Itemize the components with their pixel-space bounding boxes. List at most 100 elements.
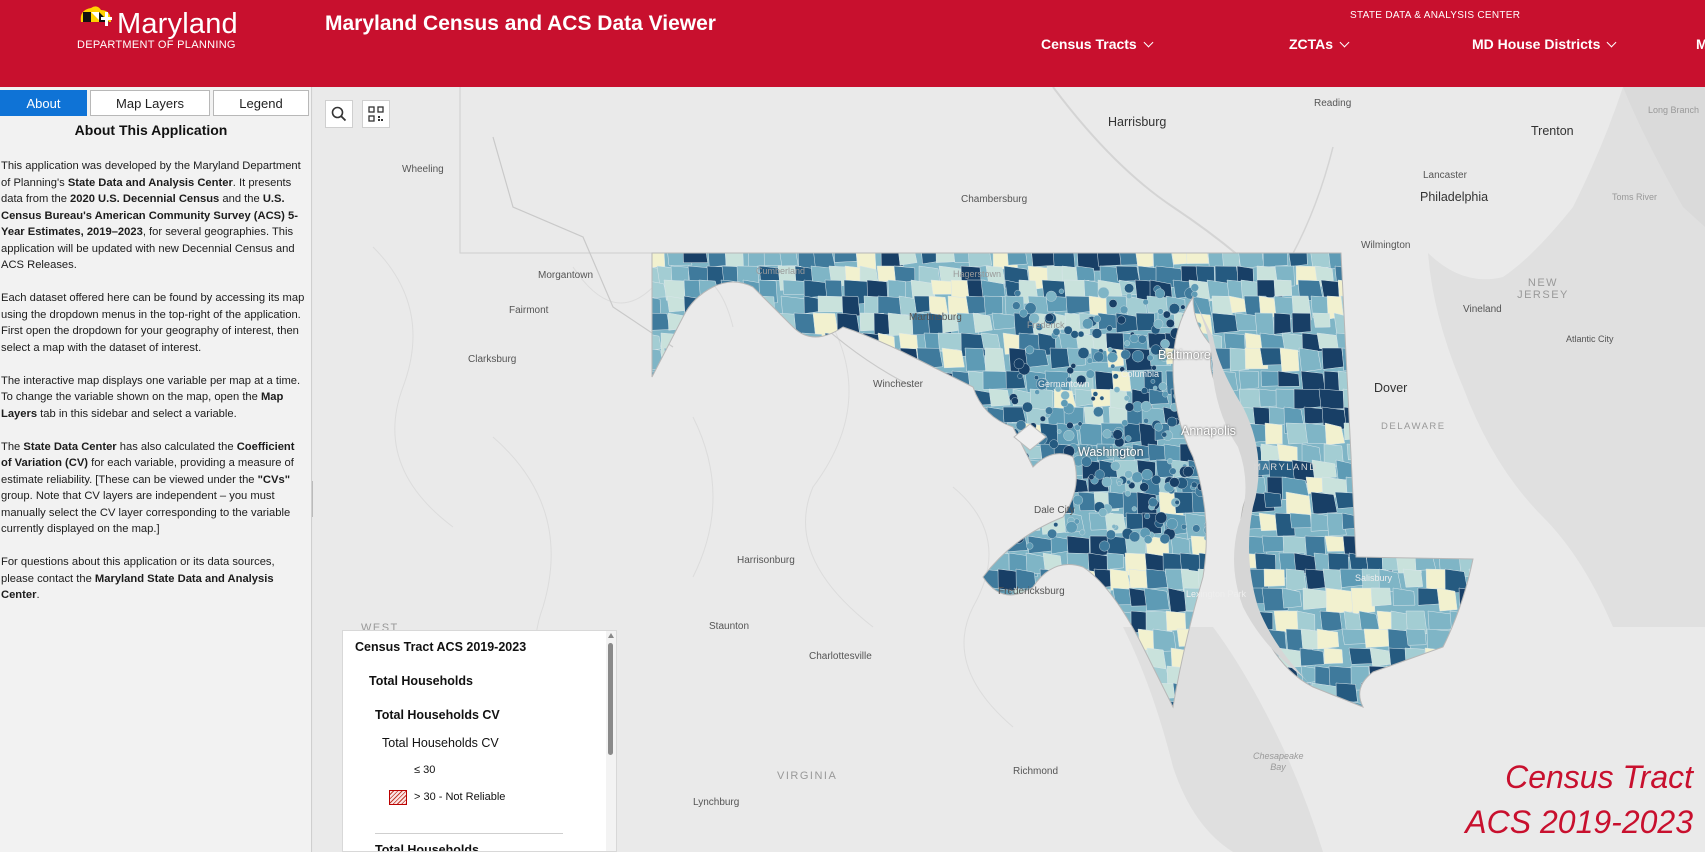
census-tract[interactable] — [1079, 610, 1100, 630]
census-tract[interactable] — [1045, 313, 1054, 322]
census-tract[interactable] — [1099, 395, 1105, 401]
census-tract[interactable] — [942, 443, 973, 465]
census-tract[interactable] — [905, 628, 926, 651]
census-tract[interactable] — [1323, 647, 1344, 665]
census-tract[interactable] — [1261, 587, 1289, 612]
census-tract[interactable] — [1201, 486, 1207, 492]
census-tract[interactable] — [1005, 665, 1034, 684]
census-tract[interactable] — [1211, 312, 1240, 334]
census-tract[interactable] — [1101, 476, 1113, 488]
census-tract[interactable] — [1343, 422, 1372, 441]
census-tract[interactable] — [1131, 506, 1137, 512]
census-tract[interactable] — [723, 312, 748, 338]
census-tract[interactable] — [1126, 479, 1131, 485]
census-tract[interactable] — [812, 406, 830, 429]
census-tract[interactable] — [992, 476, 1019, 503]
census-tract[interactable] — [1076, 374, 1087, 386]
census-tract[interactable] — [985, 682, 1006, 708]
census-tract[interactable] — [900, 491, 925, 513]
census-tract[interactable] — [764, 628, 792, 648]
census-tract[interactable] — [1035, 700, 1063, 718]
census-tract[interactable] — [700, 422, 731, 441]
census-tract[interactable] — [1065, 472, 1076, 482]
census-tract[interactable] — [818, 422, 842, 439]
census-tract[interactable] — [1086, 357, 1093, 364]
census-tract[interactable] — [1049, 628, 1073, 649]
census-tract[interactable] — [735, 295, 756, 321]
census-tract[interactable] — [930, 512, 954, 537]
census-tract[interactable] — [752, 665, 776, 688]
census-tract[interactable] — [872, 610, 891, 628]
census-tract[interactable] — [678, 628, 702, 647]
census-tract[interactable] — [1363, 628, 1391, 648]
census-tract[interactable] — [748, 568, 776, 590]
census-tract[interactable] — [925, 647, 947, 671]
census-tract[interactable] — [643, 347, 664, 370]
census-tract[interactable] — [1077, 421, 1083, 427]
census-tract[interactable] — [787, 610, 807, 636]
census-tract[interactable] — [929, 682, 952, 707]
census-tract[interactable] — [752, 388, 773, 414]
census-tract[interactable] — [1377, 332, 1400, 358]
census-tract[interactable] — [684, 682, 712, 706]
census-tract[interactable] — [1108, 682, 1129, 704]
census-tract[interactable] — [1049, 439, 1059, 449]
census-tract[interactable] — [1106, 552, 1125, 570]
census-tract[interactable] — [1151, 365, 1157, 371]
census-tract[interactable] — [958, 610, 987, 632]
census-tract[interactable] — [1124, 402, 1135, 412]
legend-scrollbar[interactable] — [606, 631, 616, 851]
census-tract[interactable] — [1481, 247, 1497, 265]
census-tract[interactable] — [1052, 476, 1073, 503]
census-tract[interactable] — [761, 476, 783, 498]
census-tract[interactable] — [643, 665, 673, 686]
census-tract[interactable] — [1105, 448, 1116, 459]
census-tract[interactable] — [1116, 481, 1122, 487]
census-tract[interactable] — [868, 476, 895, 493]
census-tract[interactable] — [1456, 512, 1485, 536]
census-tract[interactable] — [766, 665, 791, 687]
census-tract[interactable] — [1460, 722, 1478, 738]
census-tract[interactable] — [1309, 247, 1332, 269]
census-tract[interactable] — [866, 628, 888, 649]
census-tract[interactable] — [675, 722, 701, 743]
census-tract[interactable] — [1311, 459, 1337, 480]
census-tract[interactable] — [1299, 647, 1325, 667]
census-tract[interactable] — [1134, 247, 1154, 269]
census-tract[interactable] — [728, 665, 756, 688]
census-tract[interactable] — [1121, 419, 1129, 427]
census-tract[interactable] — [1430, 682, 1454, 700]
census-tract[interactable] — [973, 610, 1005, 630]
census-tract[interactable] — [1077, 330, 1085, 338]
census-tract[interactable] — [1019, 519, 1026, 526]
census-tract[interactable] — [1024, 472, 1031, 479]
census-tract[interactable] — [1034, 375, 1039, 380]
census-tract[interactable] — [1209, 491, 1237, 514]
census-tract[interactable] — [818, 388, 840, 413]
census-tract[interactable] — [883, 700, 907, 717]
census-tract[interactable] — [852, 682, 878, 698]
census-tract[interactable] — [1363, 535, 1390, 560]
census-tract[interactable] — [1075, 265, 1096, 282]
census-tract[interactable] — [779, 347, 801, 375]
census-tract[interactable] — [1420, 476, 1450, 497]
census-tract[interactable] — [923, 722, 945, 744]
census-tract[interactable] — [1028, 722, 1047, 745]
census-tract[interactable] — [1078, 422, 1105, 446]
census-tract[interactable] — [720, 512, 749, 539]
census-tract[interactable] — [643, 312, 671, 331]
census-tract[interactable] — [1202, 482, 1211, 491]
census-tract[interactable] — [832, 665, 859, 685]
census-tract[interactable] — [769, 722, 793, 739]
census-tract[interactable] — [740, 512, 767, 533]
census-tract[interactable] — [1190, 283, 1199, 292]
census-tract[interactable] — [1060, 399, 1069, 407]
census-tract[interactable] — [972, 312, 993, 333]
census-tract[interactable] — [1298, 347, 1322, 373]
census-tract[interactable] — [804, 535, 824, 553]
census-tract[interactable] — [1118, 722, 1137, 736]
census-tract[interactable] — [1096, 247, 1123, 267]
census-tract[interactable] — [912, 422, 937, 448]
census-tract[interactable] — [1081, 722, 1101, 744]
census-tract[interactable] — [1106, 325, 1113, 332]
